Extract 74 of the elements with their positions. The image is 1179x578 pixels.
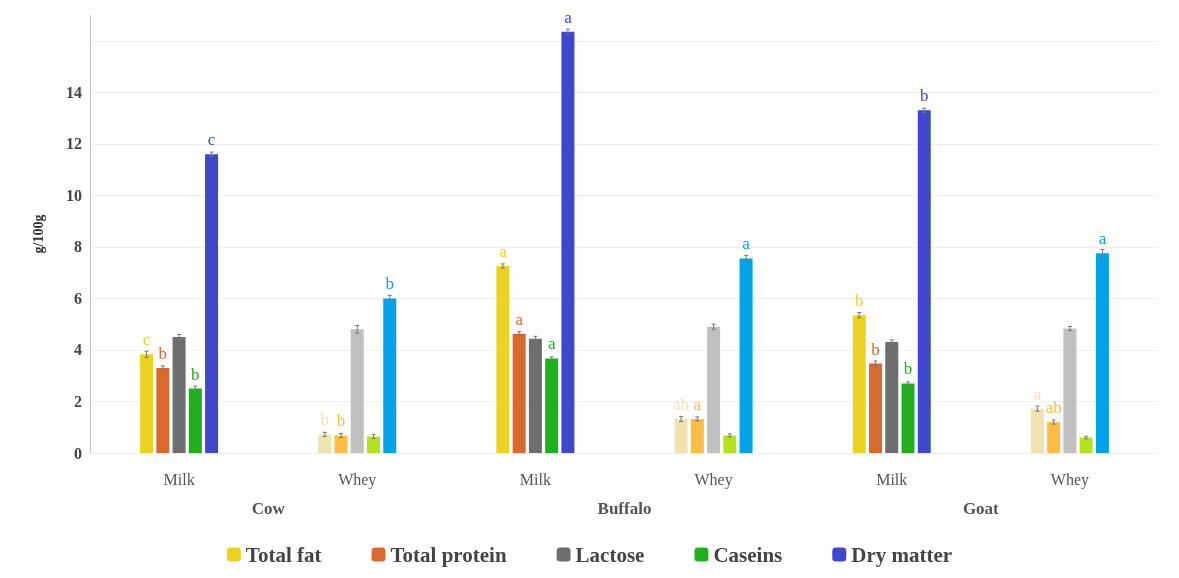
data-label: b bbox=[191, 364, 200, 384]
data-label: a bbox=[564, 7, 573, 27]
bar bbox=[690, 418, 704, 453]
bar bbox=[334, 435, 348, 453]
bar bbox=[172, 337, 186, 453]
data-label: a bbox=[499, 241, 508, 261]
bar bbox=[545, 358, 559, 453]
data-label: b bbox=[158, 343, 168, 363]
data-label: b bbox=[920, 86, 929, 106]
bar bbox=[1095, 253, 1109, 453]
x-tick-label: Whey bbox=[694, 470, 733, 489]
bar bbox=[707, 326, 721, 453]
legend-label: Caseins bbox=[713, 542, 783, 567]
data-label: a bbox=[693, 394, 702, 414]
bar bbox=[1063, 328, 1077, 453]
bar bbox=[205, 154, 219, 453]
bar bbox=[496, 265, 510, 453]
legend-label: Total protein bbox=[390, 542, 507, 567]
bar bbox=[383, 298, 397, 453]
x-tick-label: Milk bbox=[519, 470, 551, 488]
x-tick-label: Milk bbox=[876, 470, 908, 488]
y-tick-label: 10 bbox=[66, 186, 82, 204]
bar bbox=[188, 388, 202, 453]
data-label: a bbox=[1033, 384, 1042, 404]
y-tick-label: 14 bbox=[66, 83, 82, 101]
data-label: b bbox=[871, 339, 880, 359]
bar bbox=[723, 435, 737, 453]
x-tick-label: Milk bbox=[163, 470, 195, 488]
bar bbox=[512, 333, 526, 453]
legend-label: Total fat bbox=[245, 542, 322, 567]
x-tick-label: Whey bbox=[338, 470, 377, 489]
bar bbox=[318, 434, 332, 453]
bar bbox=[852, 315, 866, 453]
bar bbox=[901, 383, 915, 453]
data-label: b bbox=[385, 274, 394, 294]
bar bbox=[367, 436, 380, 453]
data-label: ab bbox=[1045, 398, 1062, 418]
bar bbox=[1030, 408, 1044, 453]
data-label: a bbox=[1098, 229, 1107, 249]
data-label: a bbox=[547, 334, 556, 354]
y-tick-label: 2 bbox=[74, 392, 82, 410]
bar bbox=[1047, 422, 1061, 453]
data-label: b bbox=[320, 410, 329, 430]
bar bbox=[917, 110, 931, 453]
bar bbox=[350, 329, 364, 453]
bar bbox=[1079, 437, 1093, 453]
y-axis-title: g/100g bbox=[30, 214, 46, 254]
data-label: c bbox=[207, 130, 216, 150]
bar bbox=[140, 354, 154, 453]
text: Buffalo bbox=[597, 499, 652, 518]
data-label: a bbox=[515, 309, 524, 329]
bar bbox=[674, 418, 688, 453]
legend-label: Lactose bbox=[575, 542, 645, 567]
bar bbox=[869, 363, 882, 453]
bar bbox=[885, 341, 899, 453]
data-label: b bbox=[336, 411, 346, 431]
y-tick-label: 4 bbox=[74, 341, 82, 359]
bar bbox=[528, 338, 542, 453]
y-tick-label: 12 bbox=[66, 135, 82, 153]
data-label: a bbox=[742, 234, 751, 254]
text: Goat bbox=[962, 499, 1000, 518]
bar bbox=[561, 31, 575, 453]
bar bbox=[156, 367, 170, 453]
y-tick-label: 8 bbox=[74, 238, 82, 256]
legend-label: Dry matter bbox=[851, 542, 953, 567]
text: Cow bbox=[251, 499, 286, 518]
data-label: ab bbox=[673, 394, 690, 414]
x-tick-label: Whey bbox=[1050, 470, 1090, 489]
bar bbox=[739, 258, 753, 453]
y-tick-label: 6 bbox=[74, 289, 82, 307]
data-label: b bbox=[855, 291, 864, 311]
data-label: c bbox=[142, 330, 151, 350]
y-tick-label: 0 bbox=[74, 444, 82, 462]
data-label: b bbox=[903, 359, 913, 379]
